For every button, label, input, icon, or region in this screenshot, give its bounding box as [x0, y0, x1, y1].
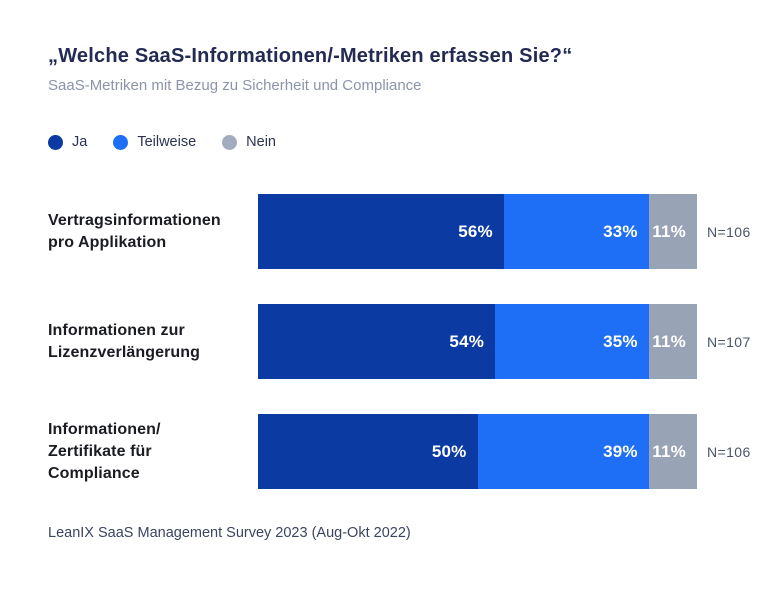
chart-row: Informationen/ Zertifikate für Complianc…	[48, 414, 750, 489]
bar-segment-nein: 11%	[648, 414, 697, 489]
segment-value-label: 11%	[652, 221, 686, 241]
chart-rows: Vertragsinformationen pro Applikation 56…	[48, 194, 750, 489]
chart-subtitle: SaaS-Metriken mit Bezug zu Sicherheit un…	[48, 77, 422, 94]
row-n-label: N=107	[707, 333, 751, 350]
row-bar: 56% 33% 11%	[258, 194, 697, 269]
segment-value-label: 50%	[431, 441, 467, 461]
bar-segment-nein: 11%	[648, 304, 697, 379]
legend-swatch-icon	[113, 134, 129, 150]
row-bar: 54% 35% 11%	[258, 304, 697, 379]
bar-segment-teilweise: 33%	[503, 194, 649, 269]
legend: Ja Teilweise Nein	[48, 133, 744, 151]
bar-segment-ja: 54%	[258, 304, 496, 379]
bar-segment-nein: 11%	[648, 194, 697, 269]
chart-row: Informationen zur Lizenzverlängerung 54%…	[48, 304, 750, 379]
segment-value-label: 11%	[652, 331, 686, 351]
row-label: Vertragsinformationen pro Applikation	[48, 211, 221, 251]
segment-value-label: 39%	[603, 441, 638, 461]
row-bar: 50% 39% 11%	[258, 414, 697, 489]
row-n-label: N=106	[707, 223, 751, 240]
chart-row: Vertragsinformationen pro Applikation 56…	[48, 194, 750, 269]
row-label: Informationen/ Zertifikate für Complianc…	[48, 420, 161, 482]
legend-swatch-icon	[222, 134, 238, 150]
row-n-label: N=106	[707, 443, 751, 460]
legend-label: Nein	[246, 134, 276, 150]
legend-item: Teilweise	[113, 134, 196, 150]
legend-label: Ja	[72, 134, 88, 150]
legend-item: Ja	[48, 134, 87, 150]
row-label: Informationen zur Lizenzverlängerung	[48, 321, 201, 361]
segment-value-label: 35%	[603, 331, 638, 351]
bar-segment-teilweise: 35%	[495, 304, 649, 379]
segment-value-label: 33%	[603, 221, 638, 241]
legend-item: Nein	[222, 134, 276, 150]
segment-value-label: 56%	[458, 221, 493, 241]
bar-segment-ja: 56%	[258, 194, 504, 269]
chart-source: LeanIX SaaS Management Survey 2023 (Aug-…	[48, 525, 411, 541]
legend-swatch-icon	[48, 134, 63, 150]
legend-label: Teilweise	[137, 134, 197, 150]
bar-segment-ja: 50%	[258, 414, 478, 489]
bar-segment-teilweise: 39%	[477, 414, 649, 489]
chart-title: „Welche SaaS-Informationen/-Metriken erf…	[48, 45, 573, 67]
segment-value-label: 54%	[449, 331, 485, 351]
segment-value-label: 11%	[652, 441, 686, 461]
